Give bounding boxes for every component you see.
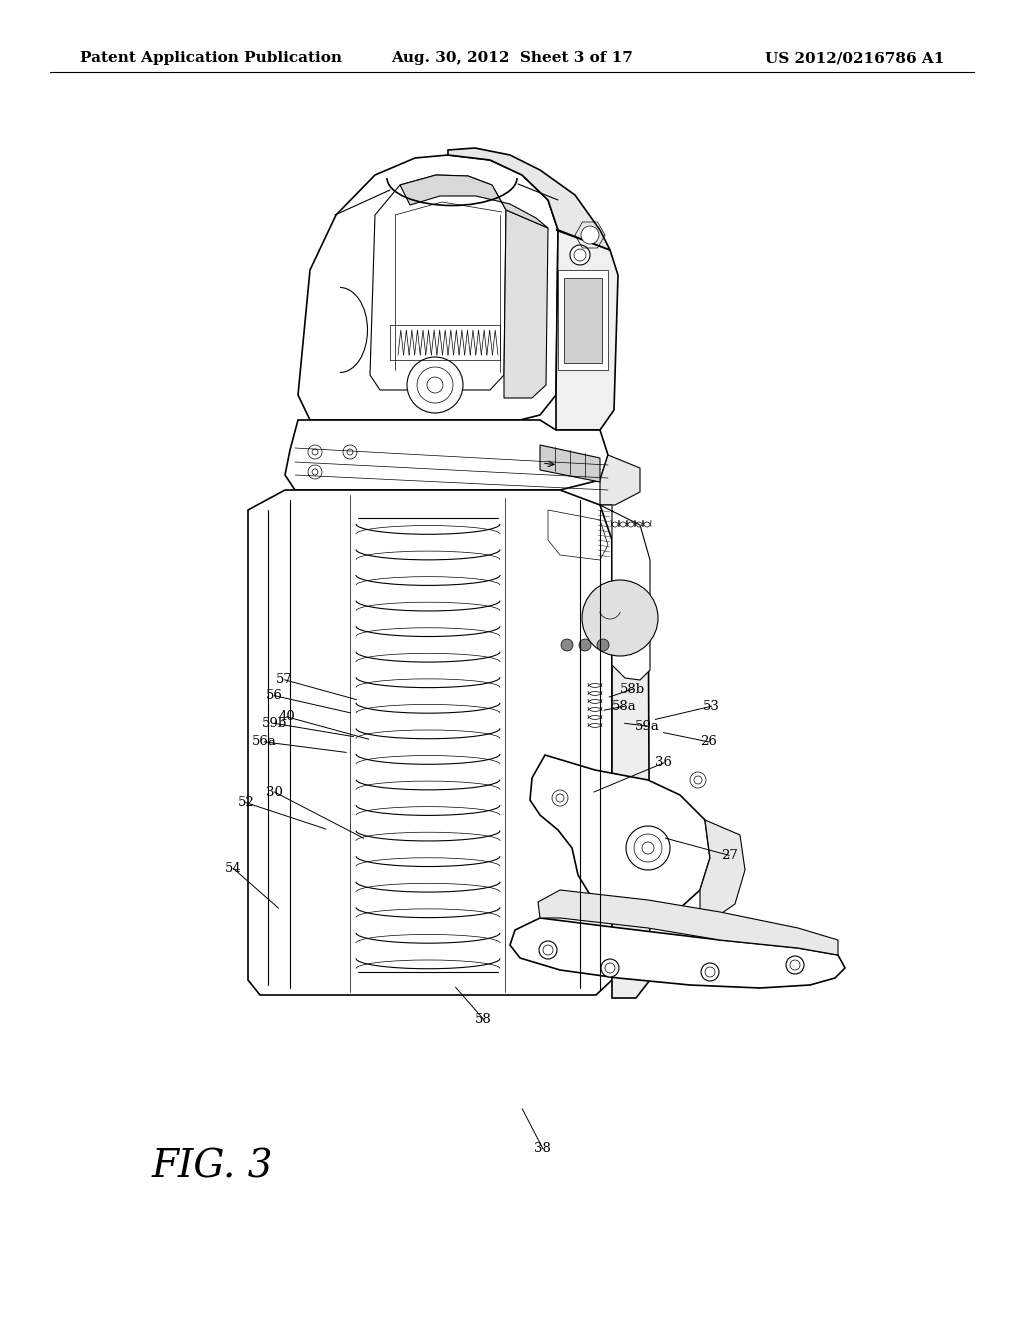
Polygon shape [600, 506, 650, 680]
Polygon shape [556, 230, 618, 430]
Circle shape [347, 449, 353, 455]
Circle shape [605, 964, 615, 973]
Circle shape [312, 449, 318, 455]
Text: 30: 30 [266, 785, 283, 799]
Text: US 2012/0216786 A1: US 2012/0216786 A1 [765, 51, 944, 65]
Circle shape [597, 639, 609, 651]
Circle shape [570, 246, 590, 265]
Bar [558, 271, 608, 370]
Polygon shape [285, 420, 608, 490]
Polygon shape [700, 820, 745, 920]
Circle shape [705, 968, 715, 977]
Polygon shape [370, 176, 506, 389]
Circle shape [343, 445, 357, 459]
Circle shape [574, 339, 586, 351]
Text: 56: 56 [266, 689, 283, 702]
Polygon shape [530, 755, 710, 917]
Text: 53: 53 [703, 700, 720, 713]
Circle shape [543, 945, 553, 954]
Polygon shape [298, 154, 558, 420]
Text: 59b: 59b [262, 717, 287, 730]
Polygon shape [540, 445, 600, 482]
Circle shape [308, 465, 322, 479]
Circle shape [312, 469, 318, 475]
Text: Aug. 30, 2012  Sheet 3 of 17: Aug. 30, 2012 Sheet 3 of 17 [391, 51, 633, 65]
Text: 26: 26 [700, 735, 717, 748]
Circle shape [690, 772, 706, 788]
Polygon shape [538, 890, 838, 954]
Circle shape [694, 776, 702, 784]
Circle shape [308, 445, 322, 459]
Circle shape [786, 956, 804, 974]
Circle shape [407, 356, 463, 413]
Text: 27: 27 [721, 849, 737, 862]
Polygon shape [548, 510, 608, 560]
Text: 38: 38 [535, 1142, 551, 1155]
Circle shape [642, 842, 654, 854]
Text: 36: 36 [655, 756, 672, 770]
Circle shape [574, 249, 586, 261]
Circle shape [417, 367, 453, 403]
Polygon shape [248, 490, 612, 995]
Circle shape [701, 964, 719, 981]
Circle shape [579, 639, 591, 651]
Text: 57: 57 [276, 673, 293, 686]
Bar [564, 279, 602, 363]
Circle shape [552, 789, 568, 807]
Circle shape [539, 941, 557, 960]
Circle shape [556, 795, 564, 803]
Circle shape [427, 378, 443, 393]
Text: 58b: 58b [621, 682, 645, 696]
Polygon shape [400, 176, 548, 228]
Circle shape [570, 335, 590, 355]
Text: FIG. 3: FIG. 3 [152, 1148, 273, 1185]
Text: 52: 52 [238, 796, 254, 809]
Text: 59a: 59a [635, 719, 659, 733]
Polygon shape [504, 210, 548, 399]
Circle shape [634, 834, 662, 862]
Polygon shape [449, 148, 610, 249]
Circle shape [581, 226, 599, 244]
Circle shape [582, 579, 658, 656]
Polygon shape [510, 917, 845, 987]
Text: 40: 40 [279, 710, 295, 723]
Text: 58: 58 [475, 1012, 492, 1026]
Text: 56a: 56a [252, 735, 276, 748]
Text: 58a: 58a [612, 700, 637, 713]
Circle shape [601, 960, 618, 977]
Polygon shape [600, 455, 640, 506]
Circle shape [790, 960, 800, 970]
Circle shape [626, 826, 670, 870]
Circle shape [561, 639, 573, 651]
Text: Patent Application Publication: Patent Application Publication [80, 51, 342, 65]
Polygon shape [612, 540, 650, 998]
Text: 54: 54 [225, 862, 242, 875]
